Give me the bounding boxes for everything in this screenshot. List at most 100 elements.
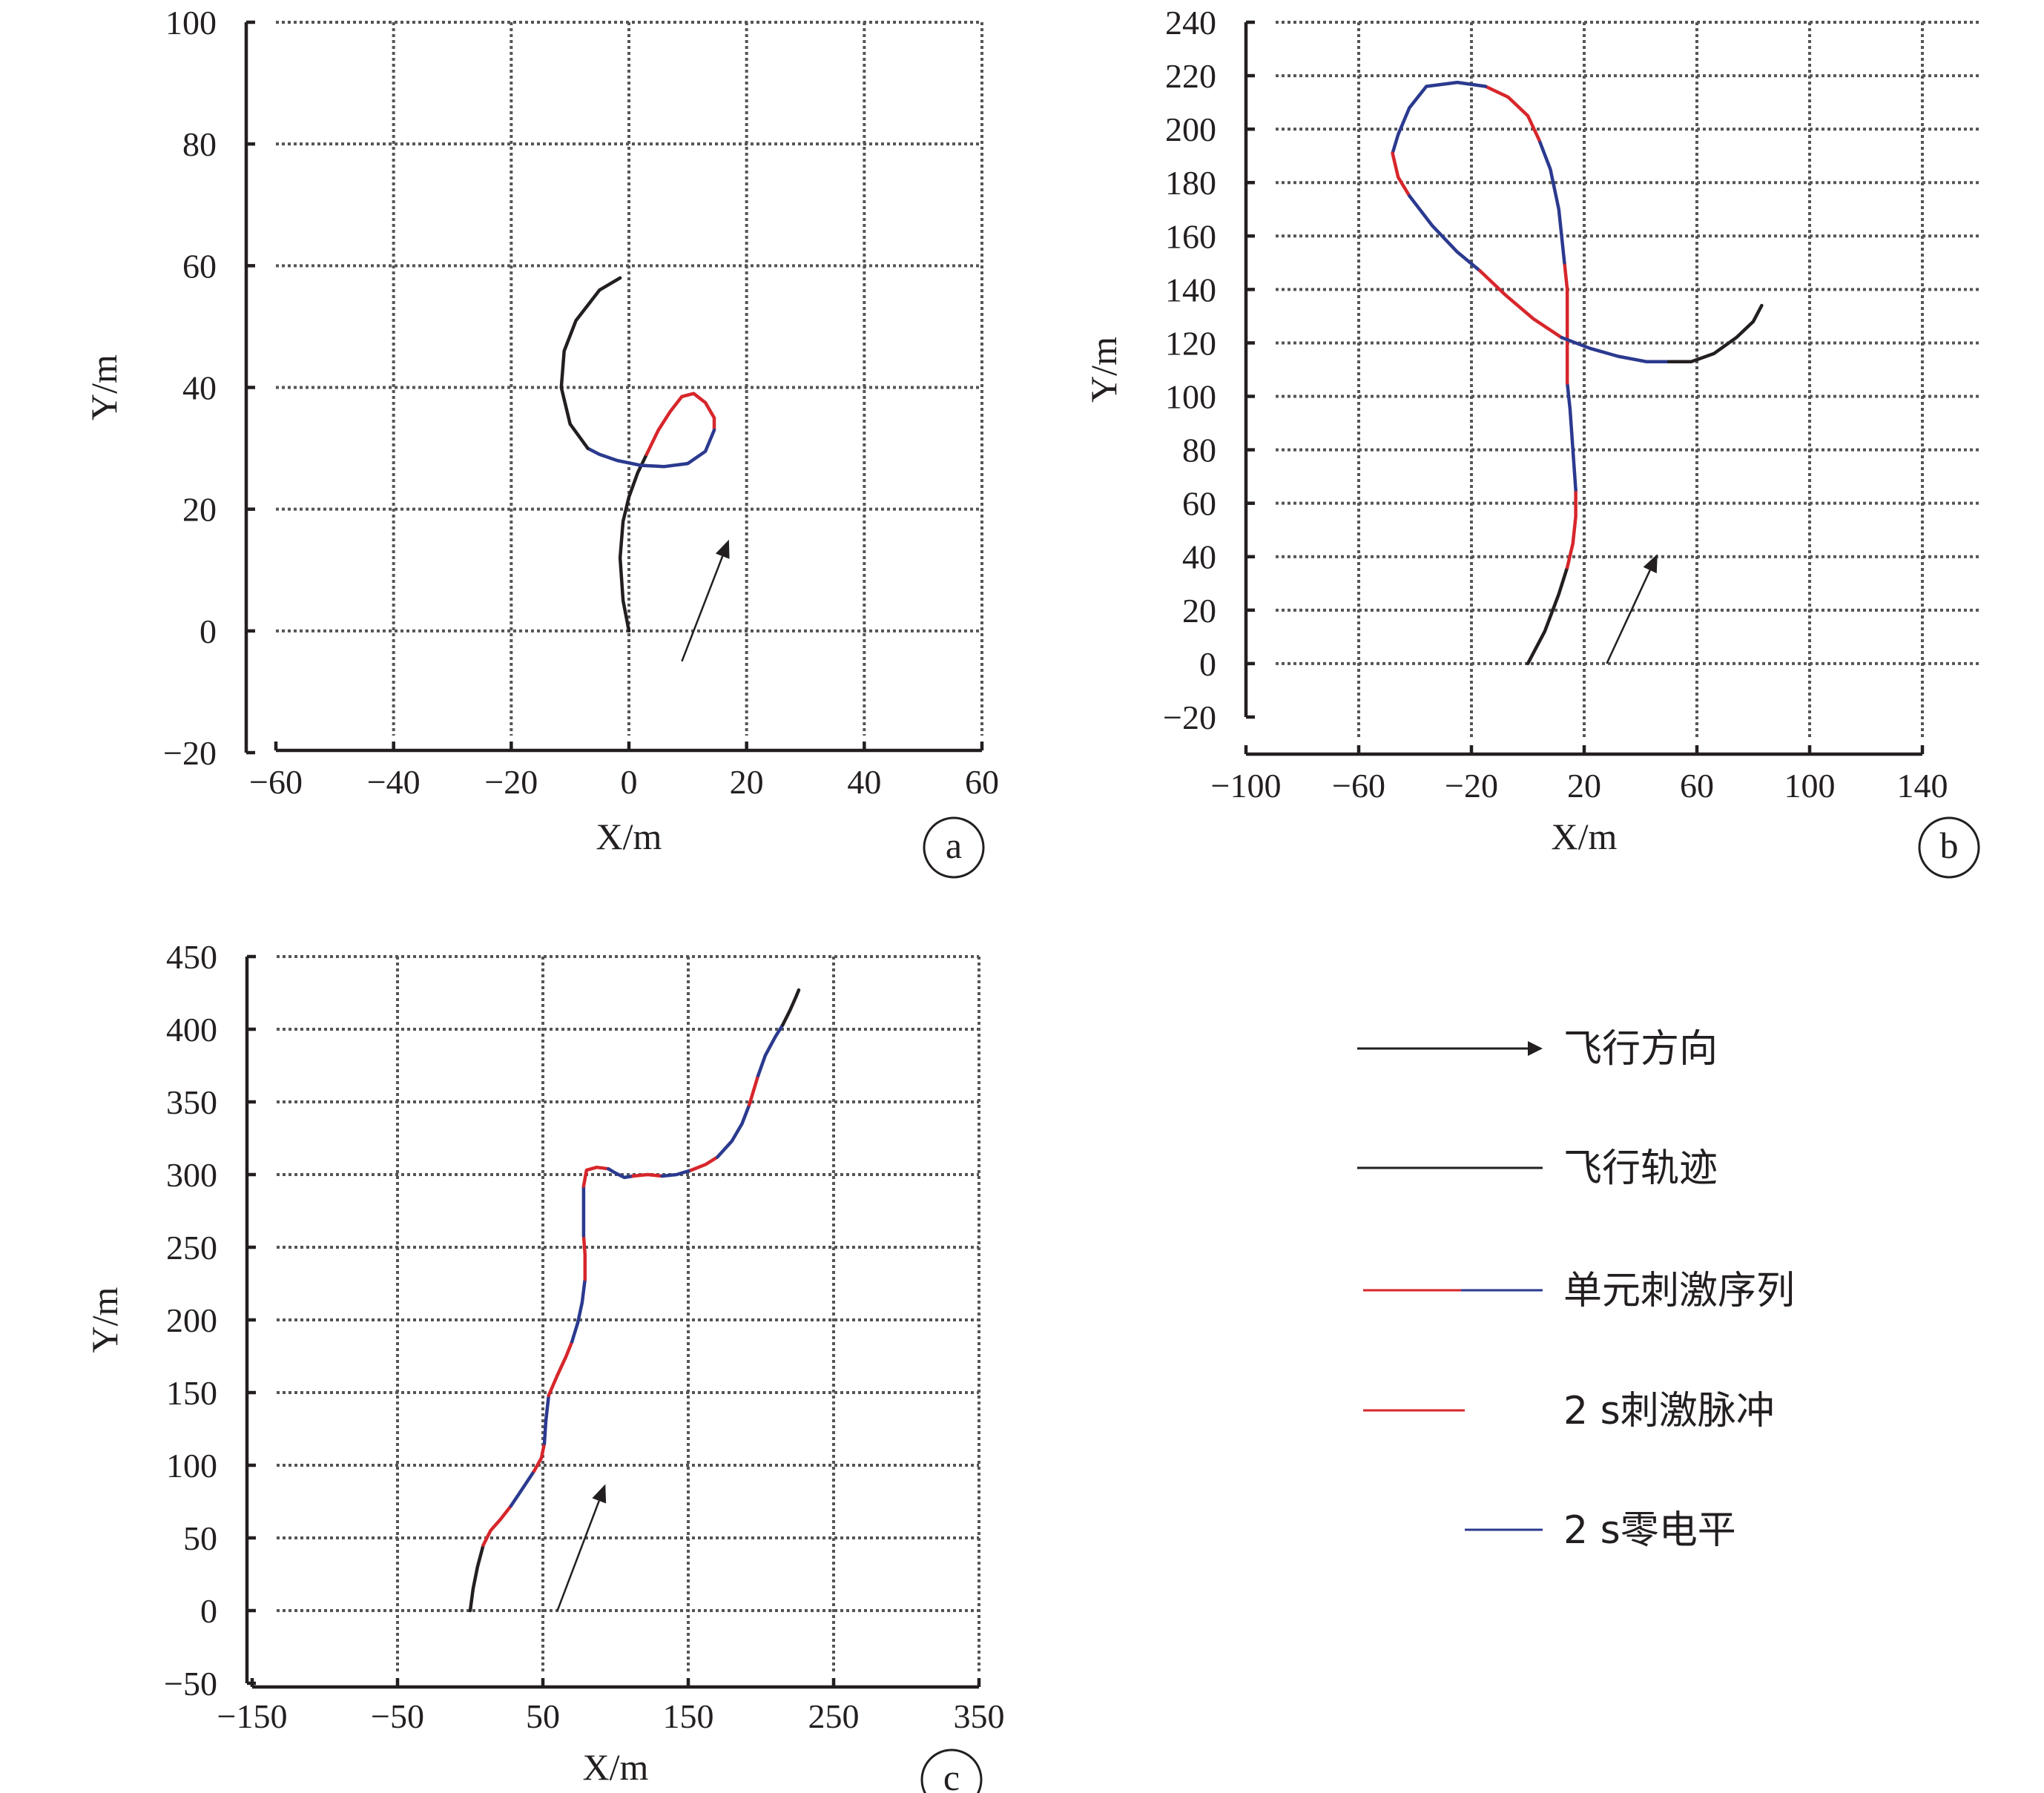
trajectory-segment-trajectory [618,452,649,633]
y-tick-label: 100 [165,4,217,42]
trajectory-segment-stimulus-pulse [631,1172,664,1178]
y-tick-label: 150 [166,1374,217,1412]
x-tick-label: −100 [1211,767,1282,805]
trajectory-segment-stimulus-pulse [1483,85,1541,142]
direction-arrow-shaft [556,1500,600,1611]
trajectory-segment-zero-level [1391,80,1488,155]
legend-item-trajectory: 飞行轨迹 [1357,1146,1718,1191]
y-tick-label: 80 [182,125,217,163]
x-tick-label: 350 [954,1697,1005,1735]
trajectory-segment-zero-level [1560,335,1671,363]
y-tick-label: −50 [164,1665,217,1703]
legend-item-pulse: 2 s刺激脉冲 [1363,1389,1775,1433]
panel-badge-circle [920,1749,983,1793]
trajectory-segment-zero-level [715,1103,751,1159]
x-tick-label: 100 [1784,767,1836,805]
trajectory-segment-zero-level [606,1166,635,1180]
panel-a-chart: −20 0 20 40 60 80 100 −60 −40 −20 0 20 40 60 X/m Y/m a [83,4,999,879]
y-tick-label: 160 [1165,217,1216,255]
y-tick-label: 100 [166,1447,217,1485]
trajectory-segment-stimulus-pulse [532,1442,547,1473]
trajectory-segment-trajectory [468,1543,485,1613]
trajectory-segment-trajectory [1526,565,1569,666]
trajectory-segment-stimulus-pulse [581,1165,610,1188]
y-axis-label: Y/m [1083,337,1124,403]
x-tick-label: 140 [1897,767,1948,805]
trajectory-segment-zero-level [1408,194,1482,273]
legend-item-zero: 2 s零电平 [1465,1508,1736,1553]
y-tick-label: 40 [182,369,217,407]
trajectory-segment-stimulus-pulse [689,1155,719,1172]
y-axis-label: Y/m [84,1287,125,1353]
trajectory-segment-trajectory [781,988,801,1027]
y-tick-label: 80 [1182,432,1216,469]
trajectory-segment-stimulus-pulse [547,1340,574,1398]
y-tick-label: 250 [166,1229,217,1267]
trajectory-segment-stimulus-pulse [1478,268,1563,340]
trajectory-segment-zero-level [660,1168,693,1178]
x-tick-label: 40 [847,763,881,801]
x-tick-label: 60 [1680,767,1714,805]
direction-arrow-shaft [1606,569,1651,664]
direction-arrowhead-icon [715,539,730,559]
legend: 飞行方向 飞行轨迹 单元刺激序列 2 s刺激脉冲 2 s零电平 [1357,1027,1795,1553]
y-tick-label: 60 [182,247,217,285]
x-tick-label: 20 [1567,767,1601,805]
y-axis-label: Y/m [83,354,125,420]
y-tick-label: −20 [163,734,217,772]
y-tick-label: 60 [1182,485,1216,523]
trajectory-segment-stimulus-pulse [1565,488,1577,569]
x-tick-label: 20 [730,763,764,801]
arrowhead-icon [1528,1041,1543,1056]
y-tick-label: 220 [1165,57,1216,95]
x-tick-label: −60 [249,763,303,801]
y-tick-label: 350 [166,1083,217,1121]
panel-badge-label: c [943,1757,960,1793]
y-tick-label: 50 [183,1519,217,1557]
x-tick-label: −50 [371,1697,424,1735]
trajectory-segment-zero-level [756,1023,785,1077]
trajectory-segment-stimulus-pulse [644,392,716,457]
legend-item-sequence: 单元刺激序列 [1363,1269,1795,1313]
x-tick-label: −150 [217,1697,288,1735]
legend-label-trajectory: 飞行轨迹 [1563,1146,1718,1191]
trajectory-segment-zero-level [542,1393,551,1445]
legend-label-direction: 飞行方向 [1563,1027,1718,1071]
trajectory-segment-zero-level [509,1469,536,1508]
x-tick-label: 250 [808,1697,860,1735]
panel-badge-label: a [946,825,962,866]
x-tick-label: −20 [484,763,538,801]
trajectory-segment-zero-level [1565,381,1577,492]
panel-b-chart: −20 0 20 40 60 80 100 120 140 160 180 200 220 240 −100… [1083,4,1980,879]
trajectory-segment-zero-level [586,428,716,469]
legend-item-direction: 飞行方向 [1357,1027,1718,1071]
y-tick-label: −20 [1163,699,1216,736]
legend-label-sequence: 单元刺激序列 [1563,1269,1795,1313]
x-tick-label: −20 [1445,767,1498,805]
trajectory-segment-stimulus-pulse [1563,261,1569,385]
y-tick-label: 300 [166,1156,217,1194]
x-tick-label: 50 [526,1697,560,1735]
y-tick-label: 450 [166,938,217,976]
trajectory-segment-zero-level [1537,138,1566,265]
trajectory-segment-zero-level [570,1277,587,1344]
y-tick-label: 20 [1182,592,1216,630]
trajectory-segment-stimulus-pulse [748,1074,760,1107]
trajectory-segment-trajectory [1666,303,1764,363]
y-tick-label: 20 [182,491,217,529]
y-tick-label: 200 [166,1301,217,1339]
x-tick-label: −40 [367,763,421,801]
y-tick-label: 100 [1165,378,1216,416]
x-tick-label: 150 [663,1697,714,1735]
y-tick-label: 180 [1165,164,1216,202]
y-tick-label: 0 [1199,645,1216,683]
y-tick-label: 240 [1165,4,1216,42]
direction-arrowhead-icon [592,1484,607,1504]
x-axis-label: X/m [1552,816,1618,857]
x-axis-label: X/m [596,816,662,857]
y-tick-label: 120 [1165,324,1216,362]
direction-arrowhead-icon [1643,554,1658,574]
y-tick-label: 400 [166,1011,217,1049]
legend-label-pulse: 2 s刺激脉冲 [1563,1389,1775,1433]
